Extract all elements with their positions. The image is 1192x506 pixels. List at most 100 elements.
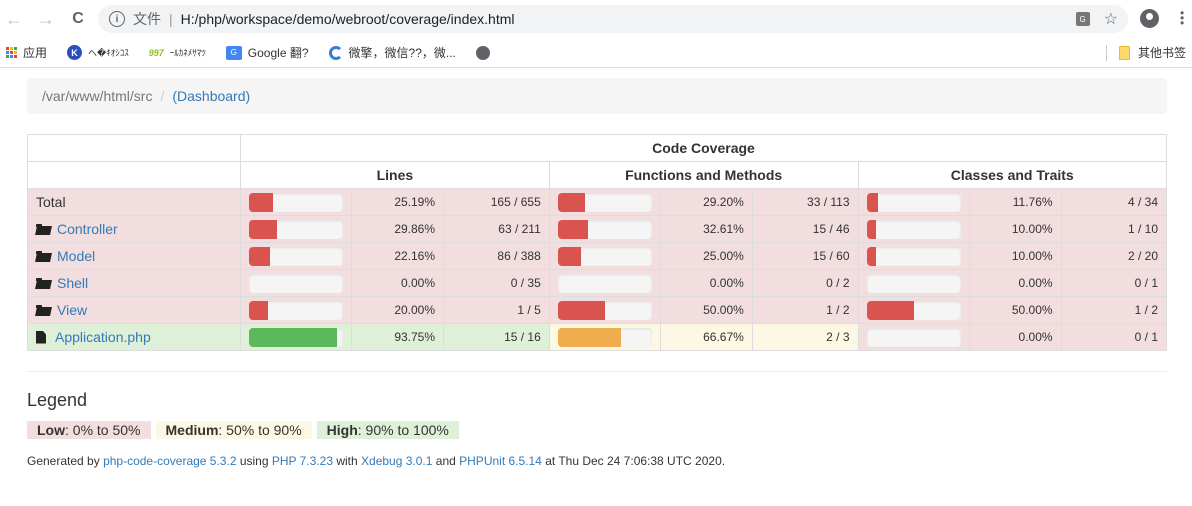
methods-progress-fill [557, 327, 621, 347]
breadcrumb-separator: / [160, 88, 165, 104]
browser-menu-icon[interactable]: • • • [1180, 6, 1185, 30]
profile-avatar-icon[interactable] [1140, 9, 1159, 28]
methods-ratio: 0 / 2 [751, 269, 859, 297]
classes-ratio: 0 / 1 [1060, 269, 1168, 297]
php-link[interactable]: PHP 7.3.23 [271, 454, 334, 468]
lines-progress-fill [248, 246, 270, 266]
bookmark-label: へ�ｷｵｼｺｽ [88, 48, 129, 58]
directory-link[interactable]: Controller [57, 221, 118, 237]
table-row: Controller 29.86% 63 / 211 32.61% 15 / 46 10.… [27, 215, 1168, 243]
xdebug-link[interactable]: Xdebug 3.0.1 [361, 454, 433, 468]
lines-progress-fill [248, 327, 338, 347]
classes-progress-fill [866, 219, 876, 239]
methods-percent: 50.00% [659, 296, 753, 324]
legend-high-label: High [326, 422, 358, 438]
address-bar[interactable]: i 文件 | H:/php/workspace/demo/webroot/cov… [98, 5, 1128, 33]
file-link[interactable]: Application.php [55, 329, 151, 345]
lines-percent: 20.00% [351, 296, 445, 324]
lines-progress-fill [248, 219, 278, 239]
classes-progress-bar [866, 219, 961, 239]
classes-percent: 0.00% [968, 323, 1062, 351]
methods-ratio: 1 / 2 [751, 296, 859, 324]
legend-low-label: Low [37, 422, 65, 438]
methods-progress-bar [557, 219, 652, 239]
row-name-cell: Shell [27, 269, 241, 297]
lines-bar-cell [239, 242, 353, 270]
total-label: Total [36, 194, 66, 210]
bookmark-label: Google 翻? [247, 46, 309, 60]
classes-bar-cell [857, 215, 970, 243]
methods-percent: 32.61% [659, 215, 753, 243]
phpunit-link[interactable]: PHPUnit 6.5.14 [459, 454, 542, 468]
lines-percent: 0.00% [351, 269, 445, 297]
directory-link[interactable]: View [57, 302, 88, 318]
directory-link[interactable]: Shell [57, 275, 89, 291]
bookmark-star-icon[interactable]: ☆ [1103, 11, 1118, 28]
methods-percent: 66.67% [659, 323, 753, 351]
table-row: Application.php 93.75% 15 / 16 66.67% 2 / 3 0… [27, 323, 1168, 351]
lines-bar-cell [239, 269, 353, 297]
methods-ratio: 33 / 113 [751, 188, 859, 216]
lines-bar-cell [239, 188, 353, 216]
info-icon[interactable]: i [109, 11, 125, 27]
classes-progress-bar [866, 273, 961, 293]
bookmark-google-translate[interactable]: G Google 翻? [225, 44, 309, 61]
row-name-cell: Application.php [27, 323, 241, 351]
methods-progress-bar [557, 327, 652, 347]
methods-bar-cell [548, 296, 661, 324]
reload-button[interactable]: C [64, 5, 92, 33]
legend-high-range: : 90% to 100% [357, 422, 449, 438]
lines-ratio: 86 / 388 [443, 242, 550, 270]
legend-medium-range: : 50% to 90% [218, 422, 302, 438]
bookmark-weiqing[interactable]: 微擎，微信??，微... [328, 44, 456, 61]
classes-percent: 10.00% [968, 242, 1062, 270]
translate-icon[interactable]: G [1075, 12, 1090, 26]
methods-progress-fill [557, 192, 586, 212]
methods-ratio: 15 / 60 [751, 242, 859, 270]
bookmark-label: 微擎，微信??，微... [348, 46, 456, 60]
lines-bar-cell [239, 296, 353, 324]
row-name-cell: Total [27, 188, 241, 216]
url-text[interactable]: H:/php/workspace/demo/webroot/coverage/i… [180, 11, 515, 27]
bookmark-k[interactable]: K へ�ｷｵｼｺｽ [67, 45, 129, 60]
legend-low: Low: 0% to 50% [27, 421, 151, 439]
row-name-cell: Controller [27, 215, 241, 243]
lines-ratio: 63 / 211 [443, 215, 550, 243]
footer: Generated by php-code-coverage 5.3.2 usi… [27, 454, 1167, 468]
table-row: Total 25.19% 165 / 655 29.20% 33 / 113 11.76%… [27, 188, 1168, 216]
other-bookmarks[interactable]: 其他书签 [1106, 44, 1186, 61]
bookmark-label: 应用 [23, 46, 48, 60]
methods-percent: 29.20% [659, 188, 753, 216]
bookmark-997[interactable]: 997 ｰﾙｶﾈﾒｻﾏﾂ [149, 46, 206, 59]
table-row: Shell 0.00% 0 / 35 0.00% 0 / 2 0.00% 0 / 1 [27, 269, 1168, 297]
methods-percent: 25.00% [659, 242, 753, 270]
page-content: /var/www/html/src / (Dashboard) Code Cov… [0, 78, 1192, 468]
classes-progress-bar [866, 327, 961, 347]
divider [27, 371, 1167, 372]
legend-medium-label: Medium [165, 422, 219, 438]
lines-progress-bar [248, 246, 344, 266]
classes-ratio: 1 / 10 [1060, 215, 1168, 243]
weiqing-site-icon [328, 45, 343, 60]
directory-link[interactable]: Model [57, 248, 96, 264]
classes-ratio: 0 / 1 [1060, 323, 1168, 351]
folder-open-icon [36, 223, 51, 235]
methods-progress-bar [557, 300, 652, 320]
methods-ratio: 2 / 3 [751, 323, 859, 351]
back-button[interactable]: ← [5, 8, 23, 29]
folder-open-icon [36, 277, 51, 289]
methods-bar-cell [548, 323, 661, 351]
lines-progress-bar [248, 327, 344, 347]
forward-button[interactable]: → [37, 8, 55, 29]
php-code-coverage-link[interactable]: php-code-coverage 5.3.2 [103, 454, 237, 468]
bookmark-apps[interactable]: 应用 [0, 44, 47, 61]
header-empty [27, 134, 241, 162]
footer-text: at Thu Dec 24 7:06:38 UTC 2020. [541, 454, 726, 468]
997-site-icon: 997 [148, 47, 164, 58]
dashboard-link[interactable]: Dashboard [177, 88, 246, 104]
bookmark-globe[interactable] [475, 45, 490, 60]
classes-progress-bar [866, 192, 961, 212]
lines-percent: 25.19% [351, 188, 445, 216]
classes-ratio: 1 / 2 [1060, 296, 1168, 324]
footer-text: Generated by [27, 454, 104, 468]
